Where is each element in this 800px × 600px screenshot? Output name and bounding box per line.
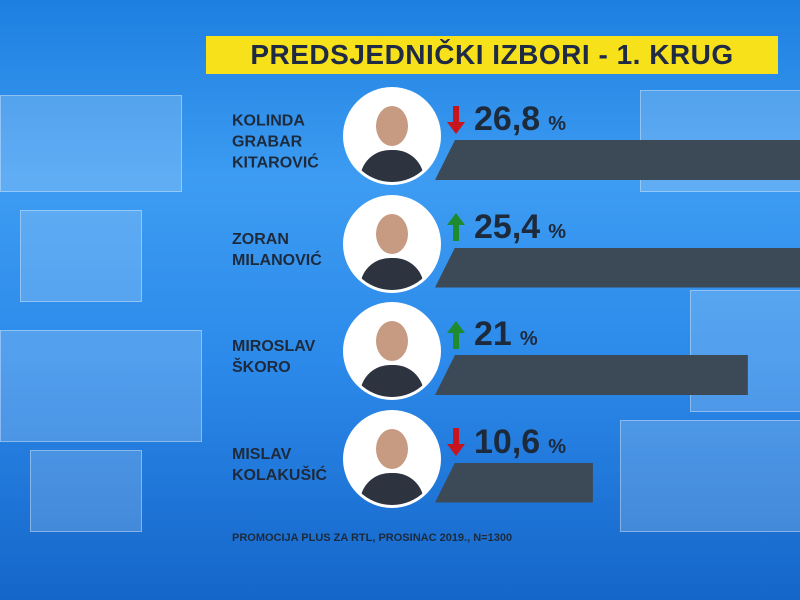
value-unit: % <box>519 328 538 350</box>
bar <box>435 462 593 503</box>
photo-body <box>360 365 424 397</box>
trend-arrow <box>447 320 465 349</box>
value-unit: % <box>548 220 566 243</box>
candidate-name: ZORAN MILANOVIĆ <box>232 230 322 269</box>
value-label-group: 26,8% <box>446 100 566 139</box>
candidate-photo <box>346 305 438 397</box>
candidate-photo <box>346 197 438 290</box>
bar <box>435 247 800 288</box>
bg-shape <box>620 420 800 532</box>
photo-head <box>376 428 408 469</box>
source-note: PROMOCIJA PLUS ZA RTL, PROSINAC 2019., N… <box>232 532 513 544</box>
value-label: 25,4 <box>474 207 541 246</box>
bg-shape <box>0 95 182 192</box>
photo-head <box>376 106 408 146</box>
candidate-name: MIROSLAV ŠKORO <box>232 338 316 376</box>
value-label-group: 25,4% <box>446 208 566 247</box>
value-label: 21 <box>474 315 512 353</box>
value-label: 10,6 <box>474 422 541 461</box>
trend-arrow-shape <box>447 105 465 134</box>
bar <box>435 355 748 395</box>
value-unit: % <box>548 435 566 458</box>
photo-head <box>376 321 408 361</box>
bar <box>435 140 800 180</box>
value-label: 26,8 <box>474 100 541 138</box>
trend-arrow-shape <box>447 213 465 241</box>
bg-shape <box>20 210 142 302</box>
photo-body <box>360 150 424 182</box>
trend-arrow-shape <box>447 320 465 349</box>
photo-head <box>376 213 408 254</box>
trend-arrow-shape <box>447 428 465 456</box>
trend-arrow <box>447 105 465 134</box>
bg-shape <box>30 450 142 532</box>
trend-arrow <box>447 428 465 456</box>
photo-body <box>360 472 424 505</box>
candidate-photo <box>346 90 438 182</box>
candidate-name: KOLINDA GRABAR KITAROVIĆ <box>232 112 319 172</box>
chart-title: PREDSJEDNIČKI IZBORI - 1. KRUG <box>206 36 778 74</box>
value-label-group: 10,6% <box>446 423 566 462</box>
bg-shape <box>0 330 202 442</box>
candidate-name: MISLAV KOLAKUŠIĆ <box>232 445 328 484</box>
value-label-group: 21% <box>446 315 538 354</box>
value-unit: % <box>548 113 566 135</box>
trend-arrow <box>447 213 465 241</box>
candidate-photo <box>346 412 438 505</box>
photo-body <box>360 257 424 290</box>
